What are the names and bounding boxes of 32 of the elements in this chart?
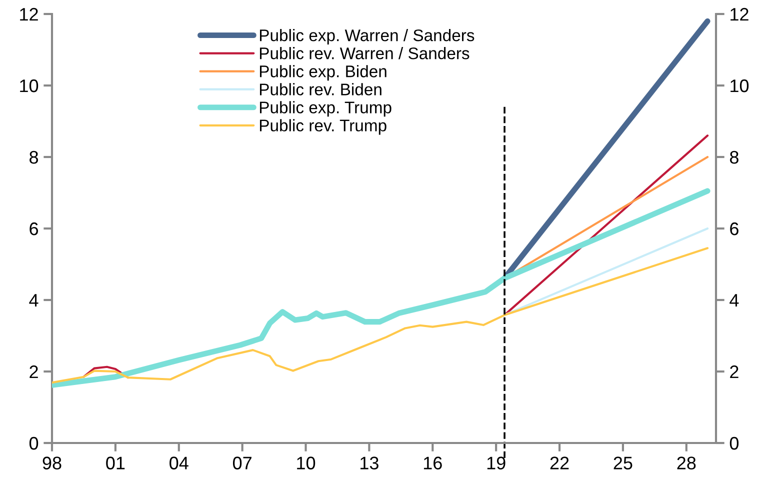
legend-label: Public exp. Trump bbox=[260, 101, 392, 117]
legend-label: Public rev. Biden bbox=[260, 83, 382, 96]
x-tick-label: 01 bbox=[106, 456, 125, 470]
x-tick-label: 10 bbox=[297, 456, 316, 470]
x-tick-label: 04 bbox=[170, 456, 188, 470]
y-tick-label: 6 bbox=[30, 222, 38, 236]
y2-tick-label: 12 bbox=[730, 8, 748, 21]
legend-label: Public rev. Warren / Sanders bbox=[260, 47, 470, 60]
x-tick-label: 25 bbox=[614, 456, 632, 470]
line-series bbox=[52, 247, 709, 384]
legend-label: Public exp. Warren / Sanders bbox=[260, 29, 474, 45]
y2-tick-label: 0 bbox=[730, 436, 739, 450]
x-tick-label: 19 bbox=[487, 456, 506, 470]
x-tick-label: 28 bbox=[677, 456, 696, 470]
x-tick-label: 22 bbox=[550, 456, 569, 470]
x-tick-label: 98 bbox=[42, 456, 62, 470]
y-tick-label: 4 bbox=[29, 294, 38, 307]
y2-tick-label: 4 bbox=[730, 294, 739, 307]
x-tick-label: 16 bbox=[424, 456, 442, 470]
y-tick-label: 2 bbox=[30, 365, 38, 378]
y2-tick-label: 8 bbox=[730, 150, 738, 164]
x-tick-label: 07 bbox=[232, 456, 252, 470]
y2-tick-label: 6 bbox=[730, 222, 738, 236]
legend-label: Public rev. Trump bbox=[260, 119, 386, 135]
y2-tick-label: 2 bbox=[730, 365, 738, 378]
y-tick-label: 12 bbox=[20, 8, 38, 21]
legend-label: Public exp. Biden bbox=[260, 65, 386, 81]
y-tick-label: 10 bbox=[20, 79, 38, 92]
y2-tick-label: 10 bbox=[730, 79, 749, 92]
y-tick-label: 8 bbox=[30, 150, 38, 164]
y-tick-label: 0 bbox=[29, 436, 38, 450]
x-tick-label: 13 bbox=[360, 456, 378, 470]
